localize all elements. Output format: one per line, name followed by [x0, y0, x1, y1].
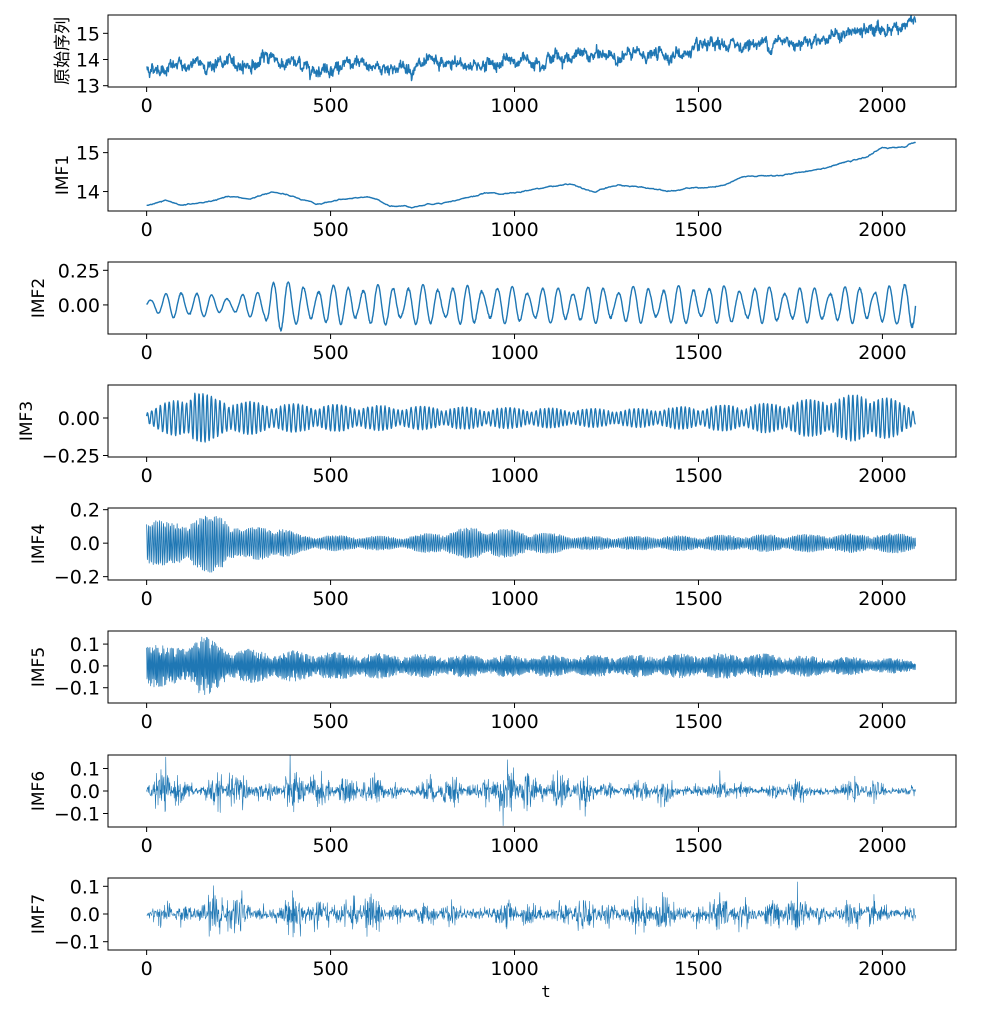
axes-frame: [107, 630, 957, 704]
subplot-3: 0 500 1000 1500 2000 0.00 0.25 IMF2: [29, 260, 957, 364]
axes-frame: [107, 261, 957, 335]
y-tick-label: 15: [76, 23, 100, 45]
x-tick-label: 1500: [674, 958, 722, 980]
y-tick-label: 13: [76, 76, 100, 98]
x-tick-label: 1000: [490, 95, 538, 117]
x-tick-label: 2000: [858, 95, 906, 117]
y-tick-label: −0.1: [54, 678, 100, 700]
x-tick-label: 0: [141, 465, 153, 487]
series-line-1: [146, 15, 917, 82]
y-tick-label: 0.0: [70, 533, 100, 555]
y-tick-label: 15: [76, 143, 100, 165]
series-line-5: [146, 515, 916, 573]
x-tick-label: 2000: [858, 711, 906, 733]
series-line-7: [146, 755, 916, 826]
x-tick-label: 0: [141, 219, 153, 241]
axes-frame: [107, 507, 957, 581]
x-tick-label: 2000: [858, 465, 906, 487]
y-tick-label: −0.2: [54, 567, 100, 589]
subplot-8: 0 500 1000 1500 2000 −0.1 0.0 0.1 IMF7: [29, 876, 957, 980]
y-axis-label: IMF1: [53, 155, 73, 195]
x-tick-label: 500: [312, 588, 348, 610]
axes-frame: [107, 138, 957, 212]
subplot-5: 0 500 1000 1500 2000 −0.2 0.0 0.2 IMF4: [29, 500, 957, 610]
x-tick-label: 1000: [490, 835, 538, 857]
x-tick-label: 2000: [858, 219, 906, 241]
y-tick-label: −0.1: [54, 804, 100, 826]
x-tick-label: 0: [141, 342, 153, 364]
x-tick-label: 1500: [674, 342, 722, 364]
y-tick-label: 0.0: [70, 781, 100, 803]
y-axis-label: IMF7: [29, 894, 49, 934]
y-axis-label: IMF3: [17, 401, 37, 441]
y-tick-label: 0.1: [70, 634, 100, 656]
y-axis-label: IMF6: [29, 771, 49, 811]
x-tick-label: 1500: [674, 588, 722, 610]
x-tick-label: 0: [141, 588, 153, 610]
x-tick-label: 0: [141, 835, 153, 857]
x-tick-label: 1000: [490, 465, 538, 487]
subplot-6: 0 500 1000 1500 2000 −0.10.00.1 IMF5: [29, 630, 957, 733]
series-line-3: [146, 281, 917, 332]
x-tick-label: 0: [141, 958, 153, 980]
y-tick-label: 14: [76, 182, 100, 204]
y-tick-label: 14: [76, 50, 100, 72]
subplot-7: 0 500 1000 1500 2000 −0.10.00.1 IMF6: [29, 754, 957, 857]
x-tick-label: 0: [141, 95, 153, 117]
y-tick-label: 0.1: [70, 759, 100, 781]
y-tick-label: 0.0: [70, 656, 100, 678]
series-line-2: [146, 141, 916, 209]
x-tick-label: 1500: [674, 219, 722, 241]
x-tick-label: 1000: [490, 958, 538, 980]
series-line-6: [146, 636, 916, 695]
x-tick-label: 500: [312, 835, 348, 857]
x-tick-label: 1500: [674, 465, 722, 487]
axes-frame: [107, 14, 957, 88]
axes-frame: [107, 384, 957, 458]
x-tick-label: 500: [312, 465, 348, 487]
y-tick-label: −0.1: [54, 932, 100, 954]
x-tick-label: 1500: [674, 835, 722, 857]
x-tick-label: 2000: [858, 835, 906, 857]
y-tick-label: 0.25: [58, 260, 100, 282]
x-tick-label: 1000: [490, 588, 538, 610]
x-tick-label: 2000: [858, 958, 906, 980]
y-tick-label: −0.25: [42, 446, 100, 468]
x-tick-label: 500: [312, 958, 348, 980]
x-tick-label: 0: [141, 711, 153, 733]
x-tick-label: 500: [312, 711, 348, 733]
x-tick-label: 500: [312, 219, 348, 241]
y-axis-label: IMF2: [29, 278, 49, 318]
x-tick-label: 500: [312, 342, 348, 364]
y-axis-label: IMF5: [29, 647, 49, 687]
x-tick-label: 2000: [858, 588, 906, 610]
x-tick-label: 2000: [858, 342, 906, 364]
y-tick-label: 0.0: [70, 904, 100, 926]
series-line-4: [145, 392, 917, 443]
x-tick-label: 1500: [674, 95, 722, 117]
y-tick-label: 0.2: [70, 500, 100, 522]
x-tick-label: 1000: [490, 711, 538, 733]
y-tick-label: 0.00: [58, 295, 100, 317]
y-axis-label: 原始序列: [53, 17, 73, 85]
y-tick-label: 0.1: [70, 876, 100, 898]
series-line-8: [146, 881, 916, 938]
x-tick-label: 1000: [490, 219, 538, 241]
x-tick-label: 500: [312, 95, 348, 117]
y-axis-label: IMF4: [29, 524, 49, 564]
x-axis-label: t: [541, 982, 551, 1001]
y-tick-label: 0.00: [58, 408, 100, 430]
x-tick-label: 1500: [674, 711, 722, 733]
subplot-4: 0 500 1000 1500 2000 −0.25 0.00 IMF3: [17, 384, 957, 487]
x-tick-label: 1000: [490, 342, 538, 364]
